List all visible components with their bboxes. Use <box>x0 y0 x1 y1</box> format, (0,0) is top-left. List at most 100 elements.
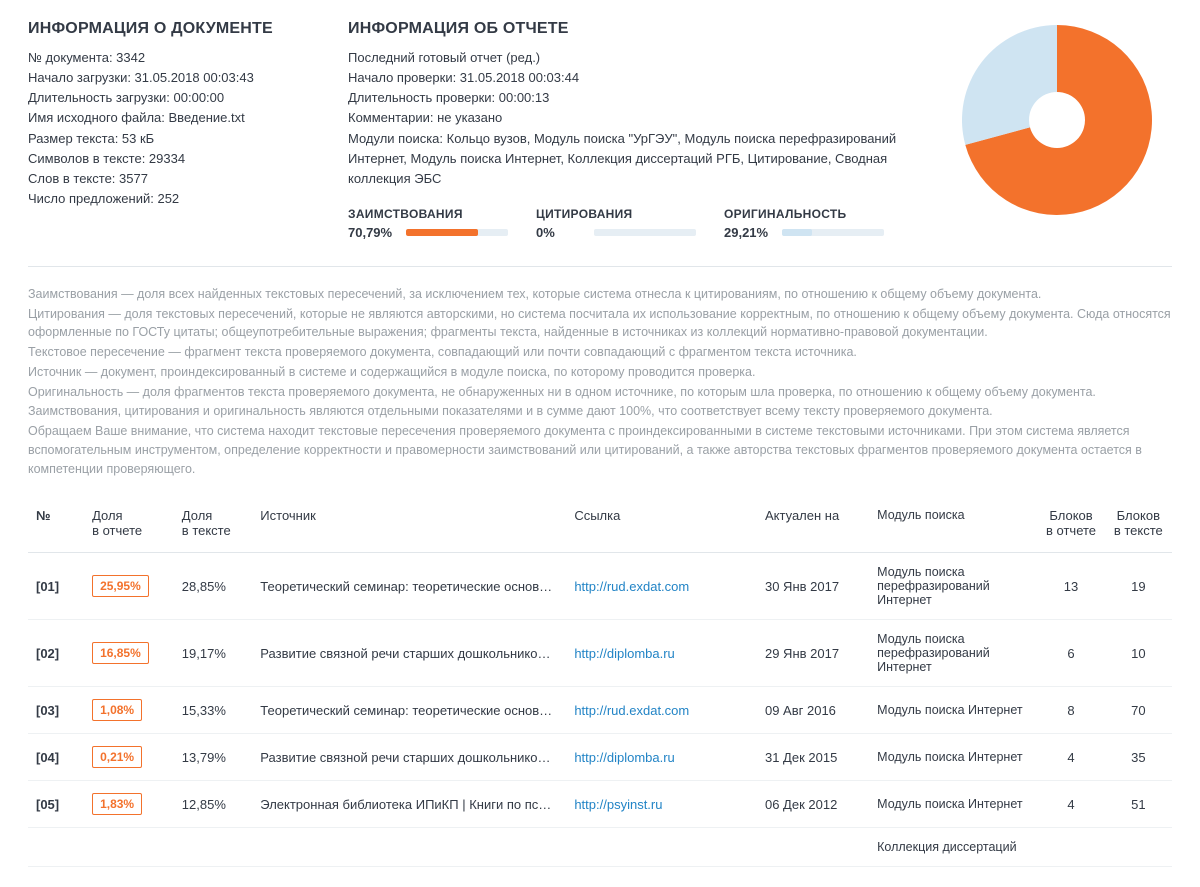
cell-share-text: 13,79% <box>174 734 253 781</box>
share-badge: 1,08% <box>92 699 142 721</box>
metric-borrow: ЗАИМСТВОВАНИЯ 70,79% <box>348 207 508 240</box>
cell-num: [03] <box>28 687 84 734</box>
cell-module: Модуль поиска Интернет <box>869 734 1037 781</box>
explanation-line: Текстовое пересечение — фрагмент текста … <box>28 343 1172 362</box>
table-row: [05] 1,83% 12,85% Электронная библиотека… <box>28 781 1172 828</box>
metric-orig: ОРИГИНАЛЬНОСТЬ 29,21% <box>724 207 884 240</box>
source-link[interactable]: http://rud.exdat.com <box>574 703 689 718</box>
metric-cite: ЦИТИРОВАНИЯ 0% <box>536 207 696 240</box>
cell-link: http://rud.exdat.com <box>566 553 757 620</box>
report-info-panel: ИНФОРМАЦИЯ ОБ ОТЧЕТЕ Последний готовый о… <box>348 20 912 240</box>
explanation-line: Цитирования — доля текстовых пересечений… <box>28 305 1172 343</box>
th-actual: Актуален на <box>757 498 869 553</box>
th-link: Ссылка <box>566 498 757 553</box>
cell-source: Развитие связной речи старших дошкольник… <box>252 620 566 687</box>
cell-module: Модуль поиска перефразирований Интернет <box>869 620 1037 687</box>
metric-orig-value: 29,21% <box>724 225 774 240</box>
donut-chart-panel <box>942 20 1172 240</box>
sources-tbody: [01] 25,95% 28,85% Теоретический семинар… <box>28 553 1172 867</box>
source-link[interactable]: http://diplomba.ru <box>574 646 674 661</box>
cell-source: Теоретический семинар: теоретические осн… <box>252 687 566 734</box>
table-row: [03] 1,08% 15,33% Теоретический семинар:… <box>28 687 1172 734</box>
cell-share-text: 19,17% <box>174 620 253 687</box>
cell-actual: 30 Янв 2017 <box>757 553 869 620</box>
cell-source: Электронная библиотека ИПиКП | Книги по … <box>252 781 566 828</box>
table-row: [04] 0,21% 13,79% Развитие связной речи … <box>28 734 1172 781</box>
cell-blocks-report: 13 <box>1037 553 1104 620</box>
cell-actual: 29 Янв 2017 <box>757 620 869 687</box>
cell-actual: 09 Авг 2016 <box>757 687 869 734</box>
separator <box>28 266 1172 267</box>
explanation-line: Заимствования, цитирования и оригинально… <box>28 402 1172 421</box>
metric-borrow-value: 70,79% <box>348 225 398 240</box>
share-badge: 25,95% <box>92 575 149 597</box>
cell-share-report: 0,21% <box>84 734 174 781</box>
doc-chars: Символов в тексте: 29334 <box>28 149 318 169</box>
donut-chart <box>957 20 1157 220</box>
cell-share-report: 1,83% <box>84 781 174 828</box>
metric-orig-label: ОРИГИНАЛЬНОСТЬ <box>724 207 884 221</box>
cell-blocks-text: 10 <box>1105 620 1172 687</box>
cell-blocks-report: 8 <box>1037 687 1104 734</box>
cell-share-report: 1,08% <box>84 687 174 734</box>
cell-share-text: 12,85% <box>174 781 253 828</box>
sources-table: № Доляв отчете Доляв тексте Источник Ссы… <box>28 498 1172 867</box>
cell-link: http://diplomba.ru <box>566 734 757 781</box>
cell-actual: 06 Дек 2012 <box>757 781 869 828</box>
doc-filename: Имя исходного файла: Введение.txt <box>28 108 318 128</box>
document-info-panel: ИНФОРМАЦИЯ О ДОКУМЕНТЕ № документа: 3342… <box>28 20 318 240</box>
explanation-line: Оригинальность — доля фрагментов текста … <box>28 383 1172 402</box>
table-row: [02] 16,85% 19,17% Развитие связной речи… <box>28 620 1172 687</box>
th-source: Источник <box>252 498 566 553</box>
th-num: № <box>28 498 84 553</box>
cell-blocks-report: 6 <box>1037 620 1104 687</box>
cell-source: Теоретический семинар: теоретические осн… <box>252 553 566 620</box>
cell-blocks-text: 51 <box>1105 781 1172 828</box>
cell-module: Модуль поиска перефразирований Интернет <box>869 553 1037 620</box>
source-link[interactable]: http://rud.exdat.com <box>574 579 689 594</box>
source-link[interactable]: http://diplomba.ru <box>574 750 674 765</box>
cell-share-text: 15,33% <box>174 687 253 734</box>
cell-actual: 31 Дек 2015 <box>757 734 869 781</box>
share-badge: 1,83% <box>92 793 142 815</box>
metric-cite-value: 0% <box>536 225 586 240</box>
explanations-block: Заимствования — доля всех найденных текс… <box>28 285 1172 479</box>
cell-link: http://diplomba.ru <box>566 620 757 687</box>
explanation-line: Источник — документ, проиндексированный … <box>28 363 1172 382</box>
th-blocks-text: Блоковв тексте <box>1105 498 1172 553</box>
th-share-text: Доляв тексте <box>174 498 253 553</box>
cell-num: [01] <box>28 553 84 620</box>
document-info-heading: ИНФОРМАЦИЯ О ДОКУМЕНТЕ <box>28 20 318 38</box>
doc-upload-start: Начало загрузки: 31.05.2018 00:03:43 <box>28 68 318 88</box>
explanation-line: Обращаем Ваше внимание, что система нахо… <box>28 422 1172 478</box>
cell-module: Модуль поиска Интернет <box>869 687 1037 734</box>
cell-num: [05] <box>28 781 84 828</box>
doc-number: № документа: 3342 <box>28 48 318 68</box>
report-info-heading: ИНФОРМАЦИЯ ОБ ОТЧЕТЕ <box>348 20 912 38</box>
metric-orig-bar <box>782 229 884 236</box>
report-check-start: Начало проверки: 31.05.2018 00:03:44 <box>348 68 912 88</box>
doc-words: Слов в тексте: 3577 <box>28 169 318 189</box>
table-row: [01] 25,95% 28,85% Теоретический семинар… <box>28 553 1172 620</box>
cell-num: [02] <box>28 620 84 687</box>
cell-blocks-text: 19 <box>1105 553 1172 620</box>
th-share-report: Доляв отчете <box>84 498 174 553</box>
report-comments: Комментарии: не указано <box>348 108 912 128</box>
doc-size: Размер текста: 53 кБ <box>28 129 318 149</box>
cell-blocks-text: 70 <box>1105 687 1172 734</box>
metric-cite-bar <box>594 229 696 236</box>
share-badge: 16,85% <box>92 642 149 664</box>
source-link[interactable]: http://psyinst.ru <box>574 797 662 812</box>
cell-module: Коллекция диссертаций <box>869 828 1037 867</box>
explanation-line: Заимствования — доля всех найденных текс… <box>28 285 1172 304</box>
metric-borrow-label: ЗАИМСТВОВАНИЯ <box>348 207 508 221</box>
cell-share-report: 16,85% <box>84 620 174 687</box>
report-modules: Модули поиска: Кольцо вузов, Модуль поис… <box>348 129 912 189</box>
doc-upload-dur: Длительность загрузки: 00:00:00 <box>28 88 318 108</box>
cell-num: [04] <box>28 734 84 781</box>
cell-module: Модуль поиска Интернет <box>869 781 1037 828</box>
cell-blocks-text: 35 <box>1105 734 1172 781</box>
report-last: Последний готовый отчет (ред.) <box>348 48 912 68</box>
cell-source: Развитие связной речи старших дошкольник… <box>252 734 566 781</box>
metric-borrow-bar <box>406 229 508 236</box>
